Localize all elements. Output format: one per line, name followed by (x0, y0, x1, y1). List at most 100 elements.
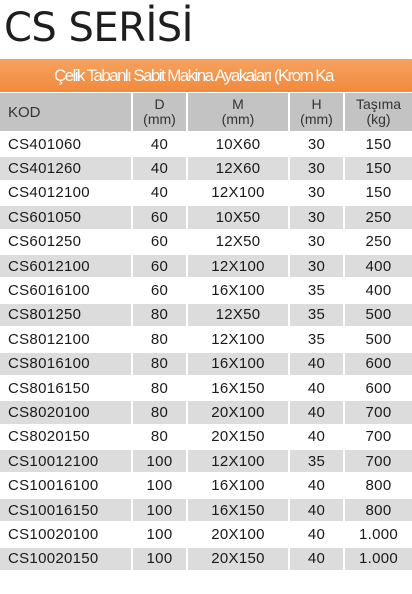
cell-m: 12X100 (186, 448, 288, 473)
cell-kod: CS10012100 (0, 448, 131, 473)
cell-m: 16X150 (186, 374, 288, 400)
table-row: CS8020100 80 20X100 40 700 (0, 399, 412, 424)
header-m: M (mm) (186, 93, 288, 131)
cell-tasima: 150 (343, 179, 412, 205)
header-tasima: Taşıma (kg) (343, 93, 412, 131)
cell-kod: CS601050 (0, 204, 131, 229)
header-d-unit: (mm) (143, 111, 176, 127)
cell-tasima: 700 (343, 399, 412, 424)
table-row: CS8016150 80 16X150 40 600 (0, 374, 412, 400)
cell-m: 16X100 (186, 350, 288, 375)
cell-tasima: 400 (343, 252, 412, 278)
cell-kod: CS6016100 (0, 277, 131, 302)
table-row: CS6016100 60 16X100 35 400 (0, 277, 412, 302)
cell-kod: CS10020150 (0, 545, 131, 571)
cell-d: 40 (131, 179, 186, 205)
table-row: CS601050 60 10X50 30 250 (0, 204, 412, 229)
cell-tasima: 250 (343, 204, 412, 229)
header-tasima-label: Taşıma (355, 96, 402, 112)
table-row: CS4012100 40 12X100 30 150 (0, 179, 412, 205)
table-row: CS6012100 60 12X100 30 400 (0, 252, 412, 278)
header-h-unit: (mm) (300, 111, 333, 127)
cell-m: 12X50 (186, 301, 288, 327)
table-row: CS8016100 80 16X100 40 600 (0, 350, 412, 375)
cell-m: 12X50 (186, 228, 288, 253)
header-m-label: M (232, 96, 244, 112)
cell-d: 60 (131, 277, 186, 302)
cell-tasima: 700 (343, 423, 412, 449)
cell-m: 20X150 (186, 545, 288, 571)
page-title: CS SERİSİ (4, 5, 193, 51)
cell-kod: CS8012100 (0, 326, 131, 351)
header-h: H (mm) (288, 93, 343, 131)
cell-m: 12X100 (186, 326, 288, 351)
cell-m: 20X100 (186, 399, 288, 424)
cell-m: 20X150 (186, 423, 288, 449)
cell-h: 40 (288, 423, 343, 449)
cell-d: 60 (131, 204, 186, 229)
cell-d: 60 (131, 228, 186, 253)
cell-d: 80 (131, 326, 186, 351)
cell-m: 16X150 (186, 496, 288, 522)
table-row: CS8012100 80 12X100 35 500 (0, 326, 412, 351)
cell-h: 40 (288, 350, 343, 375)
cell-kod: CS10016100 (0, 472, 131, 497)
cell-m: 12X100 (186, 252, 288, 278)
header-kod-label: KOD (8, 103, 41, 121)
cell-kod: CS4012100 (0, 179, 131, 205)
cell-kod: CS601250 (0, 228, 131, 253)
cell-h: 40 (288, 399, 343, 424)
cell-h: 30 (288, 204, 343, 229)
table-row: CS8020150 80 20X150 40 700 (0, 423, 412, 449)
cell-d: 100 (131, 521, 186, 546)
table-row: CS10020150 100 20X150 40 1.000 (0, 545, 412, 571)
cell-kod: CS8020100 (0, 399, 131, 424)
cell-tasima: 150 (343, 155, 412, 180)
cell-d: 100 (131, 448, 186, 473)
header-d: D (mm) (131, 93, 186, 131)
cell-d: 80 (131, 374, 186, 400)
cell-h: 40 (288, 496, 343, 522)
table-row: CS10016150 100 16X150 40 800 (0, 496, 412, 522)
cell-h: 30 (288, 252, 343, 278)
cell-tasima: 400 (343, 277, 412, 302)
cell-m: 16X100 (186, 277, 288, 302)
table-row: CS401060 40 10X60 30 150 (0, 131, 412, 156)
cell-m: 10X50 (186, 204, 288, 229)
cell-d: 40 (131, 131, 186, 156)
table-row: CS10012100 100 12X100 35 700 (0, 448, 412, 473)
cell-m: 16X100 (186, 472, 288, 497)
section-banner: Çelik Tabanlı Sabit Makina Ayakaları (Kr… (0, 59, 412, 92)
cell-h: 40 (288, 545, 343, 571)
header-kod: KOD (0, 93, 131, 131)
cell-kod: CS401060 (0, 131, 131, 156)
cell-kod: CS801250 (0, 301, 131, 327)
cell-m: 10X60 (186, 131, 288, 156)
cell-d: 80 (131, 423, 186, 449)
cell-d: 80 (131, 301, 186, 327)
cell-tasima: 600 (343, 374, 412, 400)
cell-d: 100 (131, 496, 186, 522)
table-header-row: KOD D (mm) M (mm) H (mm) Taşıma (kg) (0, 93, 412, 131)
cell-kod: CS8016100 (0, 350, 131, 375)
cell-tasima: 1.000 (343, 545, 412, 571)
cell-tasima: 600 (343, 350, 412, 375)
cell-tasima: 250 (343, 228, 412, 253)
cell-tasima: 800 (343, 496, 412, 522)
header-d-label: D (154, 96, 165, 112)
cell-h: 40 (288, 374, 343, 400)
table-row: CS401260 40 12X60 30 150 (0, 155, 412, 180)
cell-d: 80 (131, 399, 186, 424)
table-row: CS10020100 100 20X100 40 1.000 (0, 521, 412, 546)
cell-m: 12X60 (186, 155, 288, 180)
cell-kod: CS10020100 (0, 521, 131, 546)
cell-kod: CS10016150 (0, 496, 131, 522)
cell-d: 80 (131, 350, 186, 375)
cell-kod: CS6012100 (0, 252, 131, 278)
cell-tasima: 800 (343, 472, 412, 497)
cell-kod: CS401260 (0, 155, 131, 180)
cell-d: 60 (131, 252, 186, 278)
cell-m: 12X100 (186, 179, 288, 205)
table-row: CS10016100 100 16X100 40 800 (0, 472, 412, 497)
banner-text: Çelik Tabanlı Sabit Makina Ayakaları (Kr… (54, 66, 334, 85)
